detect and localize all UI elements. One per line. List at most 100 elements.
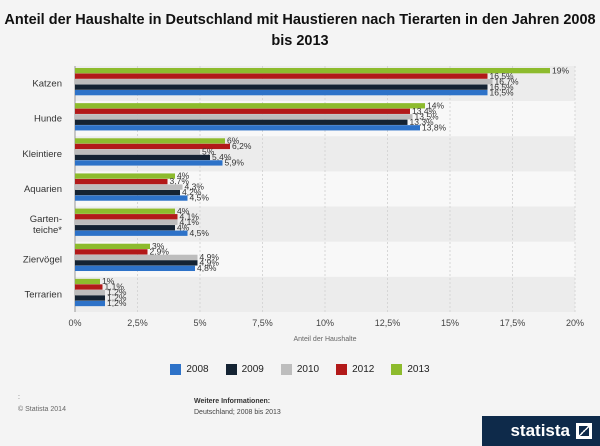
bar	[75, 178, 168, 185]
legend-swatch	[336, 364, 348, 375]
bar	[75, 195, 188, 201]
legend-label: 2013	[407, 364, 430, 375]
data-label: 3%	[152, 241, 165, 251]
data-label: 5%	[202, 147, 215, 157]
x-tick-label: 17,5%	[500, 318, 526, 328]
legend-swatch	[170, 364, 182, 375]
legend-swatch	[280, 364, 292, 375]
category-label: Terrarien	[25, 289, 63, 300]
legend-swatch	[391, 364, 403, 375]
x-tick-label: 2,5%	[127, 318, 148, 328]
x-tick-label: 15%	[441, 318, 459, 328]
data-label: 6%	[227, 136, 240, 146]
data-label: 13,8%	[422, 122, 447, 132]
data-label: 13,5%	[415, 111, 440, 121]
info-text: Deutschland; 2008 bis 2013	[194, 409, 281, 416]
legend-item[interactable]: 2013	[391, 364, 430, 375]
bar	[75, 73, 488, 79]
data-label: 3,7%	[170, 176, 190, 186]
bar	[75, 208, 175, 214]
legend-item[interactable]: 2008	[170, 364, 209, 375]
data-label: 16,5%	[490, 87, 515, 97]
bar	[75, 230, 188, 236]
legend-label: 2010	[296, 364, 320, 375]
bar	[75, 108, 410, 114]
data-label: 1,1%	[105, 282, 125, 292]
data-label: 4%	[177, 171, 190, 181]
bar	[75, 260, 198, 266]
data-label: 2,9%	[150, 247, 170, 257]
bar	[75, 173, 175, 179]
data-label: 16,5%	[490, 82, 515, 92]
bar	[75, 103, 425, 109]
category-label: Ziervögel	[23, 254, 62, 265]
legend-item[interactable]: 2012	[336, 364, 374, 375]
data-label: 1,2%	[107, 298, 127, 308]
legend-label: 2012	[352, 364, 375, 375]
data-label: 13,3%	[410, 117, 435, 127]
legend-label: 2009	[241, 364, 264, 375]
x-tick-label: 0%	[68, 318, 81, 328]
legend-swatch	[225, 364, 237, 375]
bar	[75, 278, 100, 285]
bar	[75, 149, 200, 155]
data-label: 16,5%	[490, 71, 515, 81]
data-label: 1%	[102, 276, 115, 286]
bar	[75, 84, 488, 90]
data-label: 5,9%	[225, 158, 245, 168]
footer-info: Weitere Informationen: Deutschland; 2008…	[194, 396, 281, 418]
data-label: 4%	[177, 206, 190, 216]
bar	[75, 68, 550, 74]
footer-note: :	[18, 394, 20, 401]
bar	[75, 284, 103, 290]
bar	[75, 225, 175, 231]
bar	[75, 243, 150, 250]
statista-logo-icon	[576, 423, 592, 439]
x-tick-label: 7,5%	[252, 318, 273, 328]
category-label: Katzen	[32, 79, 62, 90]
bar	[75, 125, 420, 131]
footer-copyright: © Statista 2014	[18, 406, 66, 413]
legend-item[interactable]: 2010	[280, 364, 320, 375]
chart-legend: 2008 2009 2010 2012 2013	[0, 364, 600, 375]
data-label: 4,9%	[200, 258, 220, 268]
data-label: 6,2%	[232, 141, 252, 151]
chart-title: Anteil der Haushalte in Deutschland mit …	[0, 10, 600, 52]
data-label: 4,8%	[197, 263, 217, 273]
category-label: Kleintiere	[22, 149, 62, 160]
data-label: 4,1%	[180, 211, 200, 221]
info-link[interactable]: Weitere Informationen:	[194, 398, 271, 405]
x-tick-label: 12,5%	[375, 318, 401, 328]
data-label: 4,1%	[180, 217, 200, 227]
bar	[75, 249, 148, 255]
x-axis-title: Anteil der Haushalte	[293, 336, 356, 343]
data-label: 5,4%	[212, 152, 232, 162]
data-label: 1,2%	[107, 293, 127, 303]
data-label: 1,2%	[107, 287, 127, 297]
bar	[75, 214, 178, 220]
bar	[75, 189, 180, 196]
data-label: 14%	[427, 100, 444, 110]
category-label: Hunde	[34, 114, 62, 125]
x-tick-label: 20%	[566, 318, 584, 328]
bar	[75, 79, 493, 85]
data-label: 13,4%	[412, 106, 437, 116]
legend-item[interactable]: 2009	[225, 364, 264, 375]
data-label: 4,5%	[190, 228, 210, 238]
bar	[75, 295, 105, 301]
bar	[75, 138, 225, 144]
bar	[75, 90, 488, 96]
data-label: 4,5%	[190, 193, 210, 203]
statista-logo[interactable]: statista	[482, 416, 600, 446]
bar	[75, 160, 223, 166]
bar	[75, 154, 210, 161]
data-label: 4,9%	[200, 252, 220, 262]
bar	[75, 289, 105, 296]
x-tick-label: 5%	[193, 318, 206, 328]
chart-title-text: Anteil der Haushalte in Deutschland mit …	[4, 12, 596, 49]
data-label: 16,7%	[495, 76, 520, 86]
bar	[75, 119, 408, 125]
brand-name: statista	[510, 421, 570, 440]
bar	[75, 254, 198, 261]
